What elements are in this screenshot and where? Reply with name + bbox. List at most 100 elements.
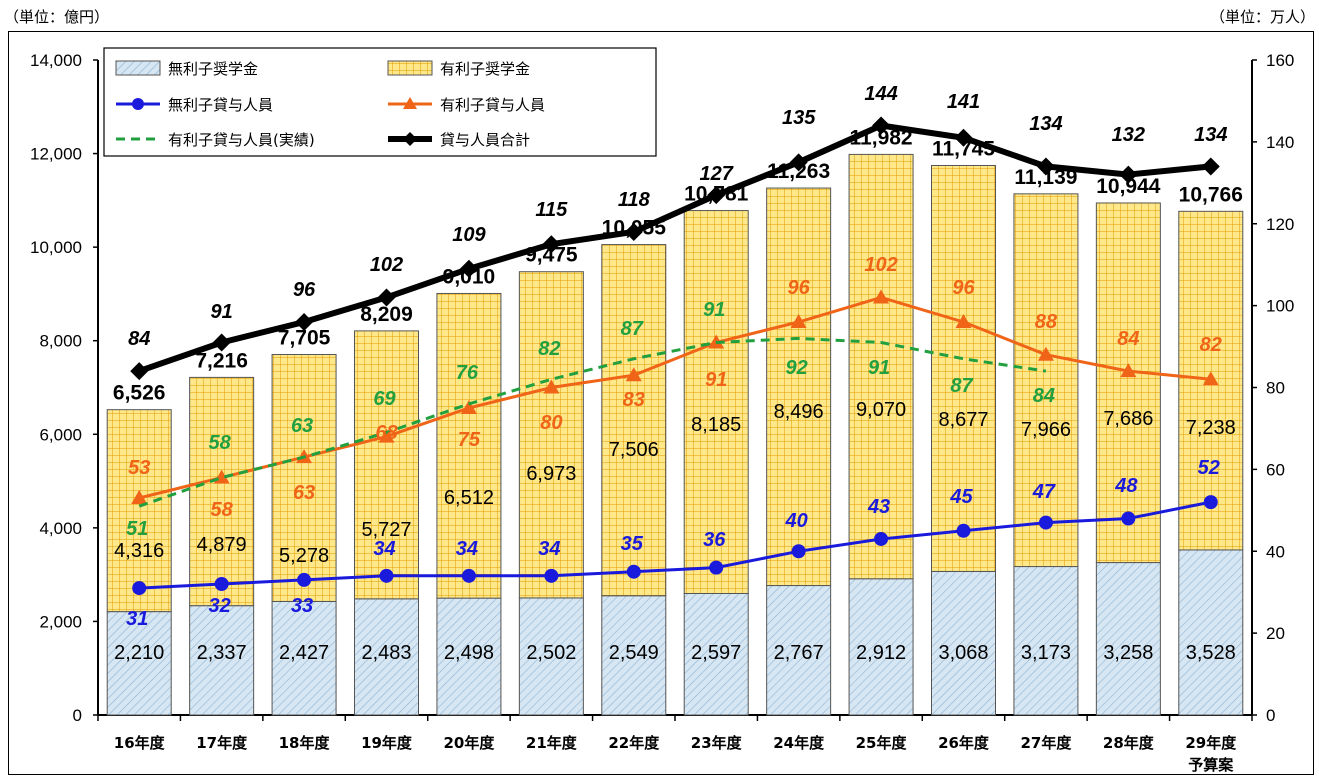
- interest-bearing-actual-label: 69: [373, 388, 396, 410]
- total-count-label: 115: [535, 199, 568, 221]
- bar-interest-free: [436, 597, 502, 716]
- x-category-label: 26年度: [938, 734, 990, 752]
- bar-total-value: 9,010: [443, 265, 496, 288]
- bar-interest-free: [766, 585, 832, 716]
- interest-bearing-count-label: 68: [375, 422, 398, 444]
- total-count-label: 118: [618, 189, 651, 211]
- chart-frame: [8, 31, 1314, 775]
- interest-bearing-actual-label: 87: [621, 318, 644, 340]
- x-category-label: 24年度: [773, 734, 825, 752]
- legend-marker: [403, 132, 417, 146]
- bar-interest-bearing: [189, 376, 255, 607]
- x-category-label: 21年度: [526, 734, 578, 752]
- bar-interest-bearing-value: 6,973: [526, 463, 576, 485]
- bar-interest-free: [106, 611, 172, 716]
- right-unit-label: （単位：万人）: [1209, 8, 1315, 26]
- line-point-interest-free: [791, 544, 806, 559]
- x-category-label: 19年度: [361, 734, 413, 752]
- line-point-total: [212, 333, 231, 352]
- line-point-interest-bearing: [378, 428, 395, 443]
- bar-interest-bearing: [518, 271, 584, 599]
- bar-total-value: 9,475: [525, 244, 578, 267]
- x-category-label: 27年度: [1020, 734, 1072, 752]
- bar-interest-bearing: [1013, 193, 1079, 568]
- interest-bearing-count-label: 83: [623, 389, 645, 411]
- y-right-tick-label: 40: [1266, 542, 1285, 561]
- left-unit-label: （単位：億円）: [4, 8, 110, 26]
- line-point-interest-free: [874, 531, 889, 546]
- interest-free-count-label: 48: [1114, 475, 1138, 497]
- interest-free-count-label: 33: [291, 595, 313, 617]
- bar-interest-free: [189, 605, 255, 716]
- line-point-interest-bearing: [873, 289, 890, 304]
- interest-bearing-count-label: 58: [211, 499, 234, 521]
- bar-interest-free-value: 2,767: [774, 642, 824, 664]
- y-right-tick-label: 0: [1266, 706, 1275, 725]
- interest-free-count-label: 32: [209, 595, 231, 617]
- interest-bearing-actual-label: 87: [950, 375, 973, 397]
- line-point-total: [459, 259, 478, 278]
- line-point-interest-free: [626, 564, 641, 579]
- line-point-total: [1201, 157, 1220, 176]
- interest-bearing-actual-label: 91: [703, 299, 725, 321]
- line-point-interest-bearing: [460, 399, 477, 414]
- interest-bearing-actual-label: 58: [209, 432, 232, 454]
- x-category-label: 18年度: [279, 734, 331, 752]
- line-point-total: [624, 222, 643, 241]
- y-right-tick-label: 160: [1266, 51, 1294, 70]
- y-right-tick-label: 120: [1266, 215, 1294, 234]
- y-left-tick-label: 10,000: [30, 238, 82, 257]
- y-left-tick-label: 12,000: [30, 145, 82, 164]
- bar-interest-free: [354, 598, 419, 716]
- legend-swatch-interest-bearing: [387, 60, 433, 76]
- x-category-label: 29年度: [1185, 734, 1237, 752]
- interest-bearing-count-label: 80: [540, 412, 562, 434]
- bar-interest-free: [1013, 566, 1079, 716]
- line-point-interest-bearing: [790, 314, 807, 328]
- interest-bearing-actual-label: 82: [538, 338, 560, 360]
- line-point-interest-bearing: [1202, 371, 1219, 386]
- bar-interest-free-value: 3,258: [1103, 642, 1153, 664]
- bar-interest-bearing: [931, 165, 996, 572]
- legend-label: 有利子貸与人員: [440, 96, 545, 114]
- bar-total-value: 10,055: [602, 217, 667, 240]
- bar-interest-bearing-value: 4,879: [197, 534, 247, 556]
- interest-free-count-label: 45: [949, 486, 973, 508]
- total-count-label: 144: [864, 83, 897, 105]
- bar-interest-bearing-value: 7,238: [1186, 417, 1236, 439]
- line-point-interest-bearing: [625, 367, 642, 382]
- legend-item: 無利子奨学金: [115, 60, 258, 78]
- legend-item: 無利子貸与人員: [116, 96, 273, 114]
- legend-swatch-interest-free: [115, 60, 161, 76]
- interest-free-count-label: 34: [373, 538, 395, 560]
- bar-interest-bearing: [601, 244, 667, 597]
- legend-label: 有利子奨学金: [440, 60, 530, 78]
- line-point-total: [130, 362, 149, 381]
- bar-interest-free-value: 3,068: [938, 642, 988, 664]
- interest-bearing-actual-label: 92: [786, 357, 808, 379]
- bar-interest-free: [518, 597, 584, 716]
- line-point-total: [542, 235, 561, 254]
- line-point-interest-free: [1203, 495, 1218, 510]
- interest-free-count-label: 47: [1032, 481, 1056, 503]
- interest-bearing-actual-label: 76: [456, 362, 479, 384]
- bar-interest-bearing: [1095, 202, 1161, 564]
- bar-interest-bearing: [354, 330, 419, 600]
- total-count-label: 135: [782, 107, 816, 129]
- x-category-label: 20年度: [443, 734, 495, 752]
- y-left-tick-label: 6,000: [39, 425, 82, 444]
- interest-free-count-label: 43: [867, 496, 890, 518]
- line-point-interest-bearing: [955, 314, 972, 328]
- y-left-tick-label: 0: [73, 706, 82, 725]
- bar-interest-free-value: 2,502: [526, 642, 576, 664]
- line-point-interest-bearing: [131, 490, 148, 505]
- line-point-interest-free: [214, 577, 229, 591]
- bar-interest-bearing-value: 8,677: [938, 409, 988, 431]
- y-left-tick-label: 2,000: [39, 612, 82, 631]
- bar-total-value: 11,139: [1014, 166, 1077, 189]
- legend-label: 無利子貸与人員: [168, 96, 273, 114]
- interest-bearing-count-label: 75: [458, 429, 481, 451]
- line-point-interest-bearing: [543, 379, 560, 394]
- interest-bearing-actual-label: 51: [126, 518, 148, 540]
- y-right-tick-label: 100: [1266, 297, 1294, 316]
